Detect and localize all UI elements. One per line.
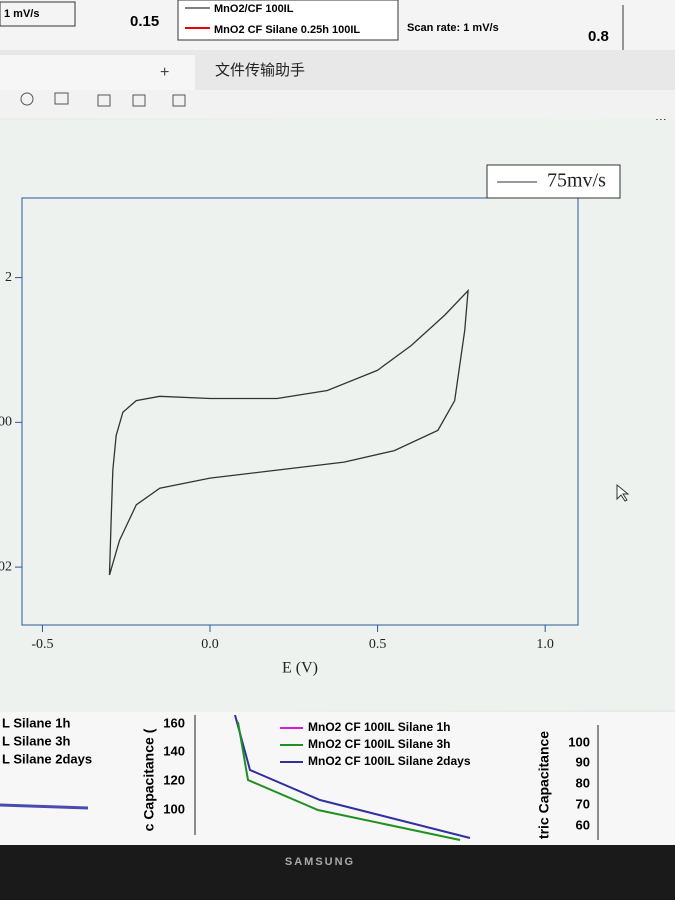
bottom-tick: 100 (163, 801, 185, 816)
y-tick-label: 2 (5, 270, 12, 285)
copy-icon[interactable] (97, 94, 111, 107)
brand: SAMSUNG (285, 856, 355, 868)
toolbar (0, 90, 675, 118)
legend-label: 75mv/s (547, 170, 606, 192)
top-text: Scan rate: 1 mV/s (407, 22, 499, 34)
bottom-strip (0, 712, 675, 845)
y-tick-label: 002 (0, 559, 12, 574)
y-tick-label: 00 (0, 415, 12, 430)
x-axis-label: E (V) (282, 660, 318, 677)
x-tick-label: -0.5 (31, 637, 53, 652)
chart: -0.5 0.0 0.5 1.0 2 00 002 E (V) 75mv/s (0, 164, 621, 677)
top-text: MnO2 CF Silane 0.25h 100IL (214, 24, 360, 36)
right-tick: 80 (576, 775, 590, 790)
right-tick: 70 (576, 796, 590, 811)
box (0, 1, 76, 27)
menu[interactable]: ... (655, 108, 667, 124)
fragment-line (0, 803, 89, 810)
top-text: 0.15 (130, 13, 159, 30)
zoom-icon[interactable] (20, 92, 34, 106)
right-tick: 90 (576, 754, 590, 769)
x-tick-label: 1.0 (536, 637, 554, 652)
right-tick: 100 (568, 734, 590, 749)
chart-panel (0, 120, 675, 710)
cursor (616, 483, 630, 502)
save-icon[interactable] (172, 94, 186, 107)
bottom-legend: MnO2 CF 100IL Silane 1h (308, 720, 451, 734)
top-text: MnO2/CF 100IL (214, 3, 294, 15)
fragment-line (237, 721, 461, 841)
series-line (108, 288, 469, 576)
bottom-tick: 140 (163, 743, 185, 758)
plot-frame (21, 197, 579, 626)
top-text: 1 mV/s (4, 8, 39, 20)
bottom-tick: 160 (163, 715, 185, 730)
bottom-legend: MnO2 CF 100IL Silane 2days (308, 754, 471, 768)
x-tick-label: 0.0 (201, 637, 219, 652)
bottom-text: L Silane 1h (2, 715, 70, 730)
edit-icon[interactable] (132, 94, 146, 107)
bottom-text: L Silane 2days (2, 751, 92, 766)
x-tick-label: 0.5 (369, 637, 387, 652)
bottom-axis-title: c Capacitance ( (141, 728, 157, 831)
bottom-text: L Silane 3h (2, 733, 70, 748)
tab-title[interactable]: 文件传输助手 (215, 62, 305, 79)
right-axis-title: tric Capacitance (536, 731, 552, 839)
bottom-legend: MnO2 CF 100IL Silane 3h (308, 737, 451, 751)
bottom-tick: 120 (163, 772, 185, 787)
legend-box (177, 0, 399, 41)
tab-plus[interactable]: + (160, 64, 169, 81)
tab (0, 55, 195, 90)
fit-icon[interactable] (54, 92, 69, 105)
right-tick: 60 (576, 817, 590, 832)
top-text: 0.8 (588, 28, 609, 45)
